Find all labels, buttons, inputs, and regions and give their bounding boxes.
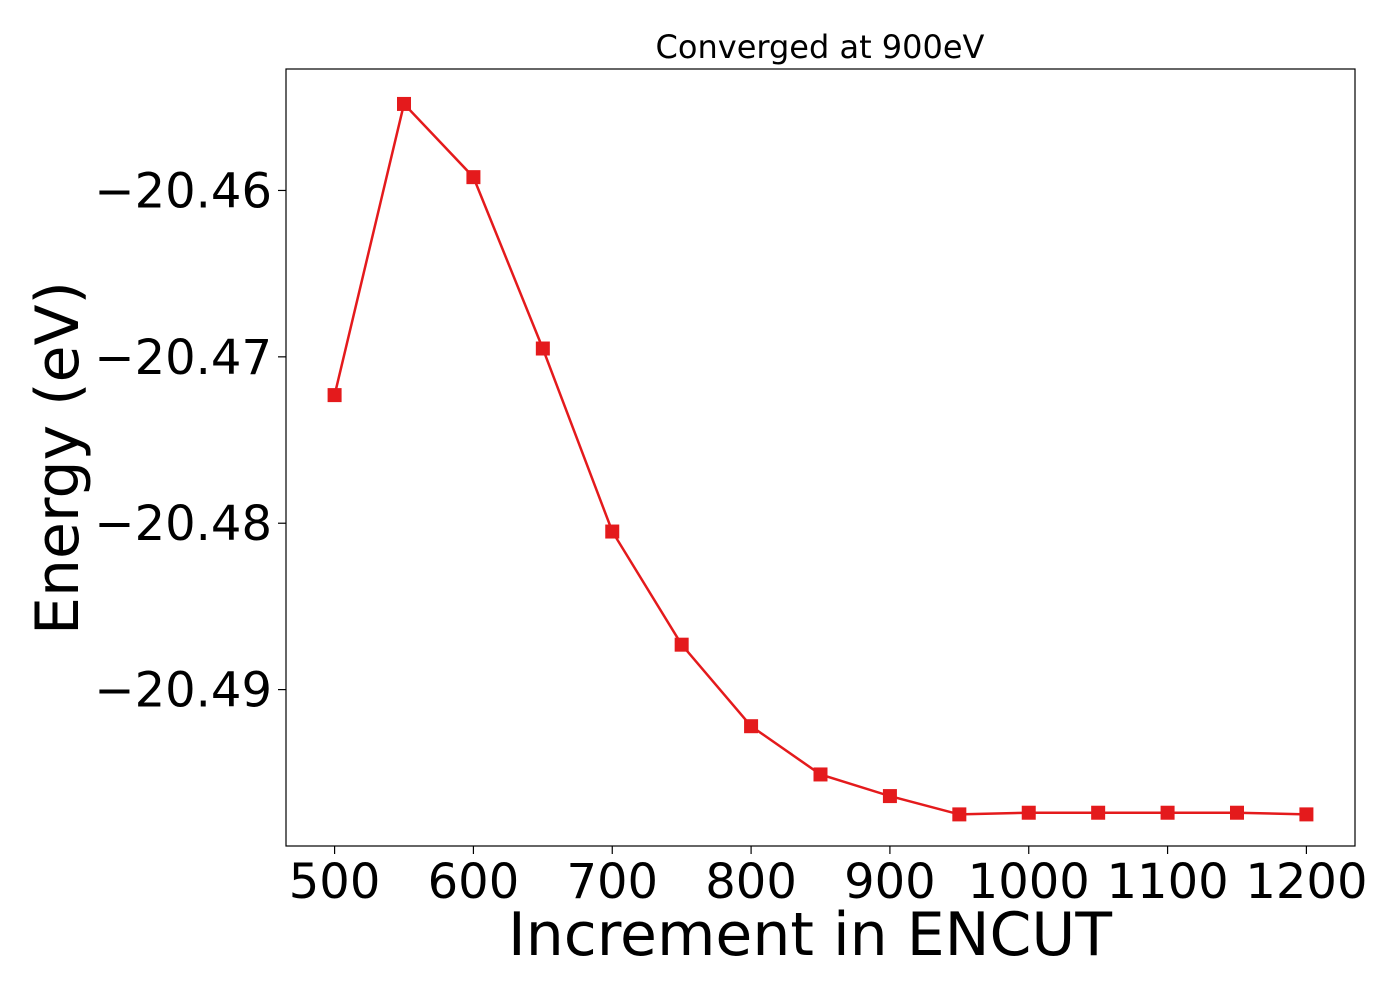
- x-tick-label: 600: [428, 854, 520, 910]
- chart-title: Converged at 900eV: [656, 28, 985, 66]
- x-tick-label: 900: [844, 854, 936, 910]
- y-axis-label: Energy (eV): [23, 281, 93, 635]
- data-point: [466, 170, 481, 185]
- data-point: [882, 789, 897, 804]
- x-tick-label: 1000: [968, 854, 1090, 910]
- data-point: [1229, 805, 1244, 820]
- data-point: [605, 524, 620, 539]
- x-axis: 500 600 700 800 900 1000 1100 1200: [289, 846, 1367, 910]
- y-tick-label: −20.46: [94, 163, 272, 219]
- x-tick-label: 800: [705, 854, 797, 910]
- plot-area: [327, 96, 1314, 822]
- data-point: [1021, 805, 1036, 820]
- data-point: [674, 637, 689, 652]
- data-point: [397, 96, 412, 111]
- y-tick-label: −20.49: [94, 663, 272, 719]
- x-tick-label: 500: [289, 854, 381, 910]
- data-point: [1160, 805, 1175, 820]
- data-point: [952, 807, 967, 822]
- data-point: [1299, 807, 1314, 822]
- data-point: [744, 719, 759, 734]
- x-axis-label: Increment in ENCUT: [508, 900, 1112, 970]
- series-line: [333, 101, 1307, 816]
- data-point: [1091, 805, 1106, 820]
- x-tick-label: 1200: [1245, 854, 1367, 910]
- y-tick-label: −20.48: [94, 496, 272, 552]
- y-axis: −20.46 −20.47 −20.48 −20.49: [94, 163, 286, 719]
- plot-frame: [285, 68, 1356, 847]
- data-point: [535, 341, 550, 356]
- data-point: [327, 388, 342, 403]
- x-tick-label: 700: [566, 854, 658, 910]
- y-tick-label: −20.47: [94, 330, 272, 386]
- data-point: [813, 767, 828, 782]
- x-tick-label: 1100: [1106, 854, 1228, 910]
